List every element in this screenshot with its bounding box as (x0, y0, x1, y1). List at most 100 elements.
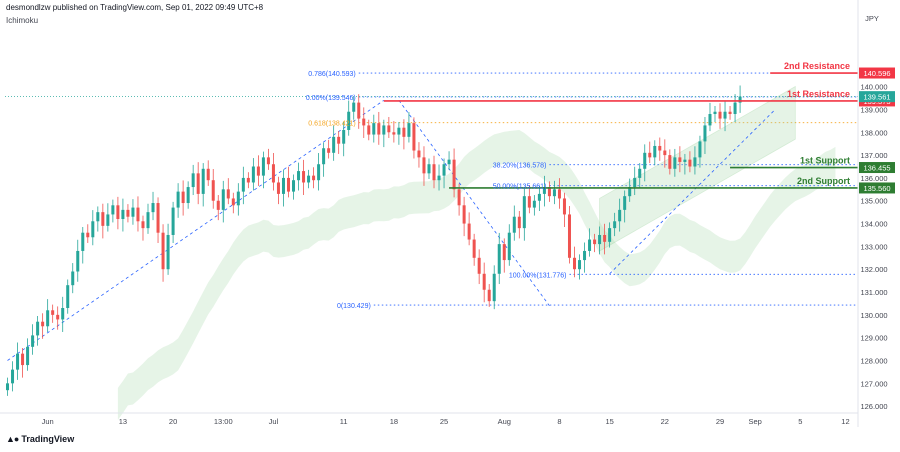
candle-body (357, 102, 361, 119)
candle (16, 342, 20, 380)
publish-info: desmondlzw published on TradingView.com,… (6, 3, 264, 12)
dashed-trendlines (7, 99, 776, 361)
candle (51, 304, 55, 323)
candle (251, 158, 255, 191)
candle-body (166, 234, 170, 270)
candle (663, 139, 667, 168)
candle-body (442, 164, 446, 176)
candle-body (512, 216, 516, 233)
candle (472, 233, 476, 266)
candle (372, 114, 376, 143)
level-label: 2nd Support (797, 176, 850, 186)
candle (216, 195, 220, 221)
candle-body (186, 187, 190, 204)
candle (146, 203, 150, 234)
candle-body (613, 221, 617, 229)
candle (111, 199, 115, 223)
candle (322, 142, 326, 177)
candle (467, 212, 471, 246)
candle (276, 176, 280, 205)
trendline (609, 109, 776, 275)
candle (482, 262, 486, 303)
candle (708, 102, 712, 132)
candle-body (256, 166, 260, 176)
candle (623, 190, 627, 223)
candle-body (728, 111, 732, 115)
candle (618, 198, 622, 232)
currency-label: JPY (865, 14, 879, 23)
candle (332, 125, 336, 161)
candle-body (297, 171, 301, 181)
candle-body (307, 175, 311, 183)
candle (206, 160, 210, 186)
time-tick-label: 13:00 (214, 417, 233, 426)
candle-body (266, 157, 270, 165)
time-tick-label: 20 (169, 417, 177, 426)
candle-body (51, 310, 55, 315)
candle-body (477, 257, 481, 274)
candle (357, 94, 361, 129)
candle-body (432, 164, 436, 181)
candle-body (437, 175, 441, 181)
candle-body (397, 127, 401, 135)
candle (352, 96, 356, 120)
candle-body (91, 221, 95, 238)
level-price-tag (859, 67, 895, 79)
candle (522, 187, 526, 241)
candle (412, 117, 416, 159)
candle (718, 103, 722, 129)
candle (126, 204, 130, 223)
candle-body (106, 214, 110, 226)
candle-body (653, 145, 657, 158)
price-tick-label: 128.000 (860, 357, 887, 366)
candle (297, 162, 301, 191)
brand-name: TradingView (21, 434, 75, 444)
tradingview-logo[interactable]: ▲● TradingView (6, 434, 74, 444)
candle (547, 181, 551, 202)
candle (302, 159, 306, 196)
candle-body (226, 189, 230, 199)
candle-body (723, 111, 727, 119)
candle (713, 106, 717, 122)
candle (387, 116, 391, 138)
candle-body (362, 118, 366, 126)
time-tick-label: 29 (716, 417, 724, 426)
candle-body (136, 207, 140, 222)
candle (698, 135, 702, 168)
candle-body (472, 239, 476, 258)
candle (427, 158, 431, 180)
candle (347, 100, 351, 136)
candle-body (16, 353, 20, 370)
candle (633, 166, 637, 196)
candle (281, 169, 285, 207)
candle (407, 111, 411, 143)
candle-body (196, 173, 200, 194)
candle (703, 116, 707, 154)
candle-body (276, 182, 280, 194)
candle-body (713, 111, 717, 115)
candle-body (537, 193, 541, 201)
price-tick-label: 135.000 (860, 197, 887, 206)
time-axis: Jun 13 20 13:00 Jul 11 18 25 Aug 8 15 22 29 Sep 5 12 (0, 412, 858, 426)
candle (658, 137, 662, 161)
candle (537, 185, 541, 212)
candle-body (507, 232, 511, 261)
candle (588, 228, 592, 257)
candle-body (201, 168, 205, 194)
candle (176, 183, 180, 218)
time-tick-label: Jul (269, 417, 279, 426)
candle-body (211, 180, 215, 201)
candle-body (648, 152, 652, 158)
candle (557, 178, 561, 209)
candle (578, 254, 582, 280)
candle-body (131, 207, 135, 217)
candles (6, 85, 742, 396)
candle (653, 140, 657, 166)
price-tick-label: 130.000 (860, 311, 887, 320)
candle (648, 141, 652, 164)
candle (61, 296, 65, 332)
candle-body (191, 173, 195, 188)
level-label: 2nd Resistance (784, 61, 850, 71)
